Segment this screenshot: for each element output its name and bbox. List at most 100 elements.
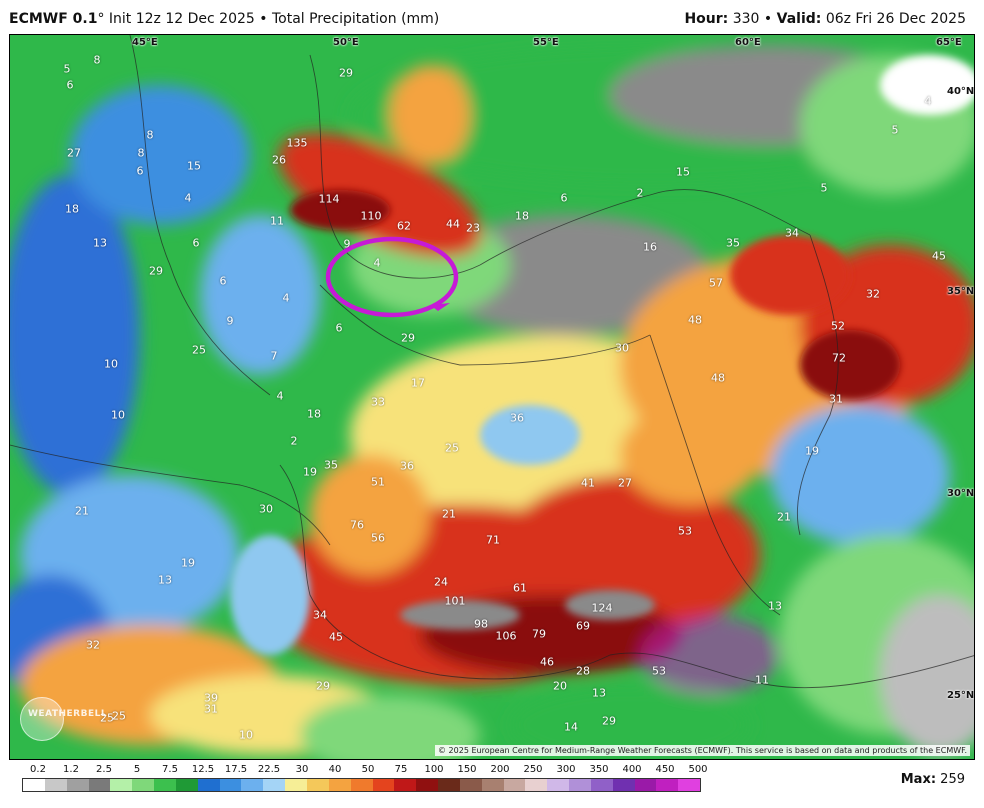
blob <box>10 175 140 495</box>
blob <box>480 405 580 465</box>
legend-swatch <box>66 779 89 791</box>
precip-value: 69 <box>576 619 590 633</box>
longitude-label: 45°E <box>132 37 158 48</box>
precip-value: 101 <box>444 594 466 608</box>
blob <box>310 455 430 575</box>
weatherbell-logo <box>20 697 64 741</box>
blob <box>230 535 310 655</box>
border <box>796 234 839 536</box>
latitude-label: 30°N <box>947 488 975 499</box>
precip-value: 25 <box>192 343 206 357</box>
precip-value: 20 <box>553 679 567 693</box>
border <box>479 189 811 266</box>
field-blobs <box>10 45 974 759</box>
latitude-label: 25°N <box>947 690 975 701</box>
legend-swatch <box>88 779 111 791</box>
precip-value: 31 <box>204 702 218 716</box>
precip-value: 25 <box>112 709 126 723</box>
blob <box>290 190 390 230</box>
precip-value: 9 <box>343 237 351 251</box>
blob <box>640 615 780 695</box>
precip-value: 4 <box>924 94 932 108</box>
border <box>609 652 974 689</box>
precip-field <box>10 35 974 759</box>
legend-tick: 17.5 <box>224 764 248 775</box>
legend-tick: 50 <box>361 764 375 775</box>
legend-swatch <box>154 779 176 791</box>
precip-value: 41 <box>581 476 595 490</box>
legend-tick: 450 <box>655 764 675 775</box>
precip-value: 39 <box>204 691 218 705</box>
precip-value: 21 <box>75 504 89 518</box>
precip-value: 8 <box>146 128 154 142</box>
precip-value: 32 <box>86 638 100 652</box>
forecast-time: Hour: 330 • Valid: 06z Fri 26 Dec 2025 <box>684 11 966 27</box>
legend-tick: 500 <box>688 764 708 775</box>
valid-value: 06z Fri 26 Dec 2025 <box>825 11 966 27</box>
precip-value: 13 <box>158 573 172 587</box>
legend-tick: 400 <box>622 764 642 775</box>
precip-value: 5 <box>891 123 899 137</box>
precip-value: 4 <box>282 291 290 305</box>
legend-swatch <box>394 779 417 791</box>
legend-swatch <box>23 779 45 791</box>
precip-value: 18 <box>515 209 529 223</box>
legend-bar <box>22 778 701 792</box>
valid-label: Valid: <box>776 11 822 27</box>
legend-swatch <box>547 779 570 791</box>
precip-value: 98 <box>474 617 488 631</box>
blob <box>278 133 482 257</box>
precip-value: 53 <box>678 524 692 538</box>
legend-tick: 2.5 <box>96 764 112 775</box>
legend-tick: 30 <box>295 764 309 775</box>
precip-value: 30 <box>615 341 629 355</box>
latitude-label: 40°N <box>947 86 975 97</box>
precip-value: 114 <box>318 192 340 206</box>
precip-value: 29 <box>149 264 163 278</box>
precip-value: 27 <box>67 146 81 160</box>
legend-tick: 100 <box>424 764 444 775</box>
precip-value: 28 <box>576 664 590 678</box>
blob <box>300 695 480 759</box>
legend-ticks: 0.2 1.2 2.5 5 7.5 12.5 17.5 22.5 30 40 50 75 100 150 2… <box>22 764 708 778</box>
precip-value: 21 <box>442 507 456 521</box>
precip-value: 7 <box>270 349 278 363</box>
precip-value: 21 <box>777 510 791 524</box>
legend-swatch <box>328 779 351 791</box>
precip-value: 18 <box>65 202 79 216</box>
precip-value: 29 <box>339 66 353 80</box>
legend-swatch <box>416 779 439 791</box>
precip-value: 9 <box>226 314 234 328</box>
legend-tick: 1.2 <box>63 764 79 775</box>
legend-swatch <box>438 779 460 791</box>
legend-tick: 150 <box>457 764 477 775</box>
blob <box>70 85 250 225</box>
precip-value: 19 <box>303 465 317 479</box>
legend-tick: 40 <box>328 764 342 775</box>
precip-value: 57 <box>709 276 723 290</box>
precip-value: 10 <box>239 728 253 742</box>
precip-value: 6 <box>192 236 200 250</box>
precip-value: 35 <box>324 458 338 472</box>
legend-tick: 200 <box>490 764 510 775</box>
blob <box>565 590 655 620</box>
precip-value: 33 <box>371 395 385 409</box>
border <box>649 334 781 616</box>
precip-value: 2 <box>636 186 644 200</box>
annotation-arrow <box>430 303 450 311</box>
legend-swatch <box>350 779 373 791</box>
max-number: 259 <box>940 772 965 787</box>
precip-value: 6 <box>560 191 568 205</box>
map-title: ECMWF 0.1° Init 12z 12 Dec 2025 • Total … <box>9 11 439 27</box>
legend-swatch <box>503 779 526 791</box>
precip-value: 48 <box>688 313 702 327</box>
precip-value: 36 <box>510 411 524 425</box>
precip-value: 26 <box>272 153 286 167</box>
legend-swatch <box>241 779 264 791</box>
legend-swatch <box>132 779 155 791</box>
hour-value: 330 <box>732 11 760 27</box>
precip-value: 6 <box>66 78 74 92</box>
legend-swatch <box>372 779 395 791</box>
precipitation-map[interactable]: 45°E 50°E 55°E 60°E 65°E 40°N 35°N 30°N … <box>9 34 975 760</box>
blob <box>200 215 320 375</box>
